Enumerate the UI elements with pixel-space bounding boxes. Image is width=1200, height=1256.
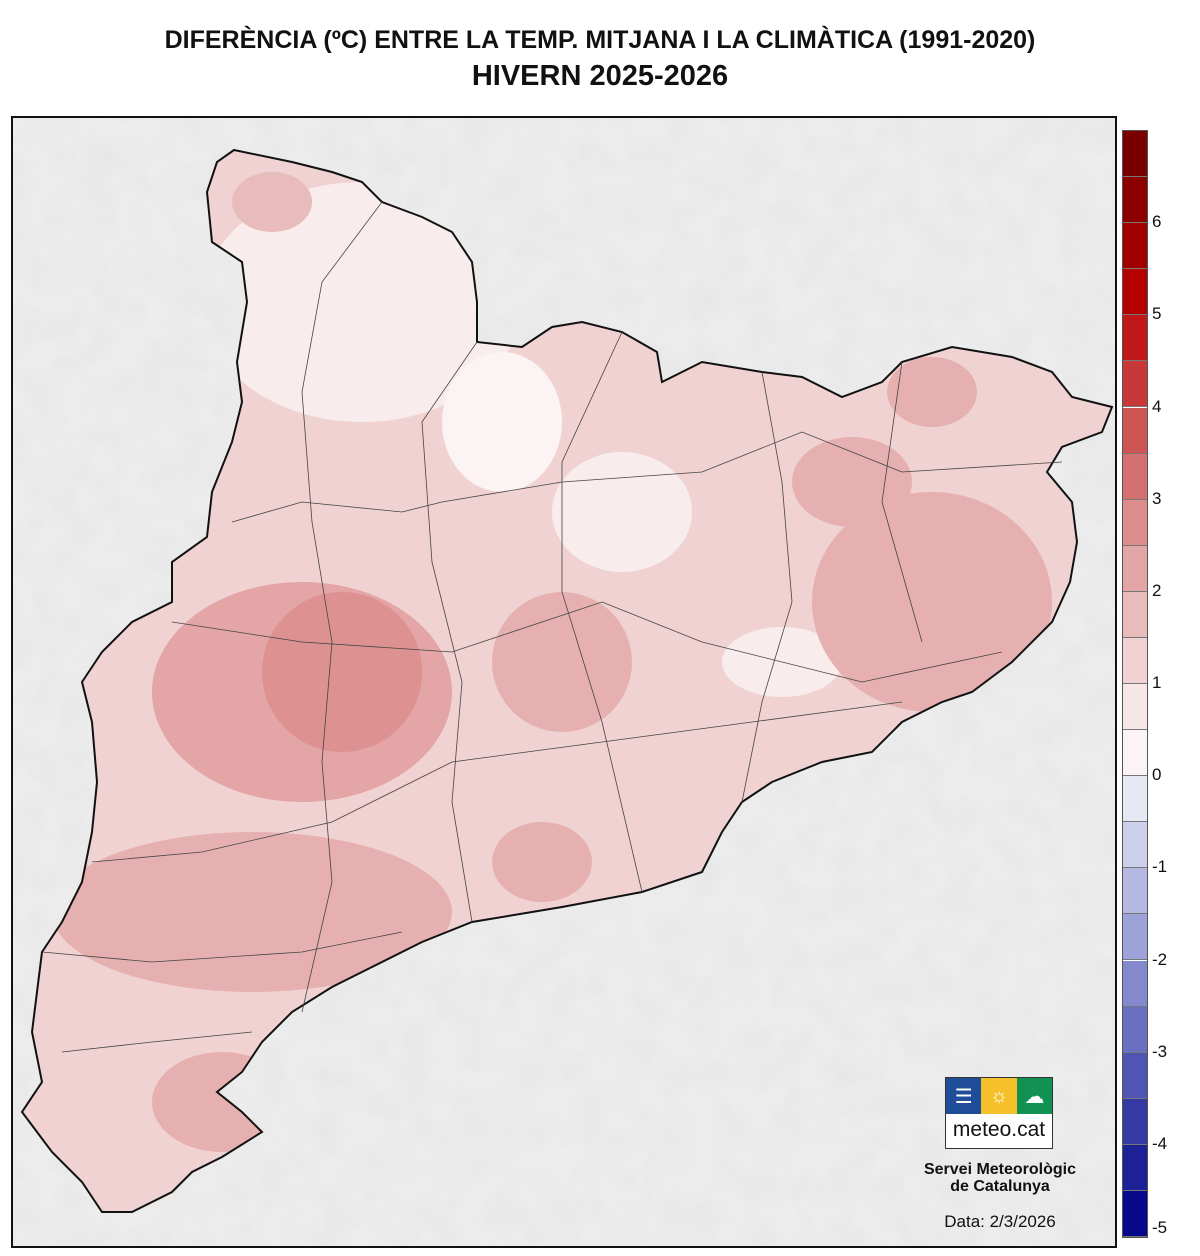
color-scale-bin: [1123, 453, 1147, 500]
organization-line: de Catalunya: [950, 1178, 1050, 1195]
color-scale-tick-label: 5: [1152, 304, 1162, 324]
date-label: Data: 2/3/2026: [944, 1212, 1056, 1231]
color-scale-tick-label: -4: [1152, 1133, 1168, 1153]
color-scale-bin: [1123, 223, 1147, 270]
waves-icon: ☰: [946, 1078, 982, 1114]
color-scale-bin: [1123, 1006, 1147, 1053]
color-scale-bin: [1123, 960, 1147, 1007]
color-scale-tick-label: 1: [1152, 673, 1162, 692]
color-scale-bin: [1123, 407, 1147, 454]
organization-line: Servei Meteorològic: [923, 1161, 1077, 1178]
color-scale-bin: [1123, 914, 1147, 961]
color-scale-tick-label: -1: [1152, 857, 1168, 877]
color-scale-bin: [1123, 131, 1147, 178]
comarca-borders: [41, 201, 1063, 1053]
logo-text: meteo.cat: [952, 1118, 1046, 1141]
color-scale-bar: [1122, 130, 1148, 1238]
color-scale-bin: [1123, 1098, 1147, 1145]
color-scale-bin: [1123, 1052, 1147, 1099]
color-scale-tick-label: 2: [1152, 580, 1162, 600]
color-scale-tick-label: 0: [1152, 765, 1162, 785]
color-scale-bin: [1123, 822, 1147, 869]
color-scale-bin: [1123, 776, 1147, 823]
color-scale-bin: [1123, 315, 1147, 362]
temperature-anomaly-map: [11, 116, 1117, 1248]
map-subtitle: HIVERN 2025-2026: [471, 60, 729, 92]
map-svg: [13, 118, 1115, 1246]
color-scale-bin: [1123, 545, 1147, 592]
color-scale-bin: [1123, 868, 1147, 915]
color-scale-tick-label: 6: [1152, 212, 1162, 232]
color-scale-bin: [1123, 591, 1147, 638]
meteocat-logo: ☰ ☼ ☁ meteo.cat: [945, 1077, 1053, 1149]
color-scale-bin: [1123, 637, 1147, 684]
color-scale-bin: [1123, 1190, 1147, 1237]
color-scale-bin: [1123, 361, 1147, 408]
color-scale-bin: [1123, 730, 1147, 777]
organization-name: Servei Meteorològic de Catalunya: [900, 1161, 1100, 1195]
color-scale-tick-label: -2: [1152, 949, 1168, 969]
map-title: DIFERÈNCIA (ºC) ENTRE LA TEMP. MITJANA I…: [164, 26, 1036, 54]
color-scale-bin: [1123, 499, 1147, 546]
relief-shading: [13, 118, 1115, 1246]
color-scale-tick-label: -5: [1152, 1218, 1168, 1237]
color-scale-tick-label: -3: [1152, 1041, 1168, 1061]
sun-icon: ☼: [981, 1078, 1017, 1114]
color-scale-tick-label: 4: [1152, 396, 1162, 416]
cloud-icon: ☁: [1016, 1078, 1052, 1114]
color-scale-bin: [1123, 269, 1147, 316]
color-scale-bin: [1123, 177, 1147, 224]
color-scale-tick-label: 3: [1152, 488, 1162, 508]
color-scale-bin: [1123, 684, 1147, 731]
color-scale-bin: [1123, 1144, 1147, 1191]
